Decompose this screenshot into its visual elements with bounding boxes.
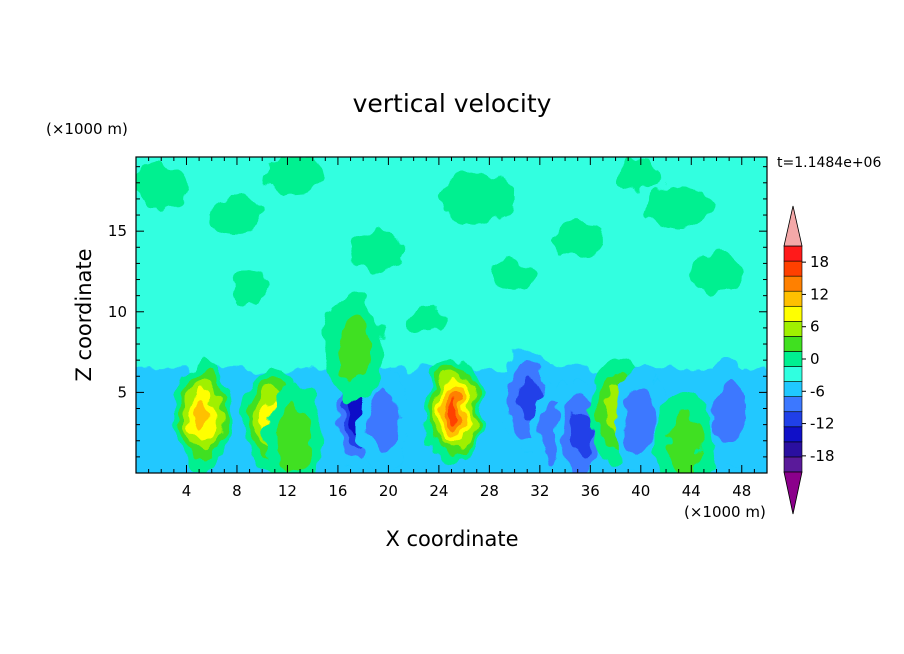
x-tick-label: 24: [429, 482, 448, 500]
chart-title: vertical velocity: [353, 89, 552, 118]
contour-band: [569, 410, 592, 458]
colorbar-under-arrow: [783, 471, 803, 515]
positive-patch: [230, 271, 269, 304]
x-tick-label: 40: [631, 482, 650, 500]
contour-band: [447, 400, 461, 423]
colorbar-band: [783, 260, 803, 277]
positive-patch: [262, 157, 326, 195]
positive-patch: [691, 252, 742, 291]
colorbar-band: [783, 366, 803, 382]
colorbar-band: [783, 290, 803, 307]
colorbar-tick-label: 0: [810, 350, 820, 368]
x-tick-label: 4: [182, 482, 192, 500]
colorbar-tick-label: -18: [810, 447, 835, 465]
positive-patch: [348, 231, 404, 270]
positive-patch: [491, 260, 538, 290]
contour-band: [625, 388, 657, 455]
x-tick-label: 36: [581, 482, 600, 500]
y-tick-label: 15: [108, 222, 127, 240]
contour-band: [194, 399, 212, 431]
colorbar-band: [783, 321, 803, 337]
positive-patch: [406, 306, 447, 333]
colorbar-band: [783, 441, 803, 458]
positive-patch: [438, 173, 515, 225]
y-axis-label: Z coordinate: [72, 248, 96, 381]
contour-band: [667, 411, 703, 473]
x-tick-label: 32: [530, 482, 549, 500]
positive-patch: [647, 184, 711, 230]
x-tick-label: 16: [328, 482, 347, 500]
contour-band: [713, 378, 745, 445]
x-tick-label: 28: [480, 482, 499, 500]
x-tick-label: 20: [379, 482, 398, 500]
colorbar-tick-label: 12: [810, 285, 829, 303]
x-tick-label: 12: [278, 482, 297, 500]
colorbar-over-arrow: [783, 205, 803, 247]
positive-patch: [552, 221, 603, 257]
y-tick-labels: 5 10 15: [108, 222, 127, 401]
contour-band: [367, 388, 399, 455]
y-unit-label: (×1000 m): [46, 120, 128, 138]
colorbar-band: [783, 411, 803, 428]
colorbar-tick-label: 6: [810, 318, 820, 336]
colorbar-band: [783, 456, 803, 473]
colorbar-tick-label: -6: [810, 382, 825, 400]
contour-band: [336, 316, 373, 382]
axis-ticks: [136, 157, 767, 473]
positive-patch: [615, 158, 667, 191]
colorbar-band: [783, 275, 803, 292]
y-tick-label: 10: [108, 303, 127, 321]
y-tick-label: 5: [117, 383, 127, 401]
colorbar-band: [783, 426, 803, 443]
colorbar-band: [783, 336, 803, 352]
x-axis-label: X coordinate: [385, 527, 518, 551]
x-tick-labels: 4 8 12 16 20 24 28 32 36 40 44 48: [182, 482, 752, 500]
colorbar-tick-label: 18: [810, 253, 829, 271]
contour-field: [136, 157, 767, 473]
x-tick-label: 8: [232, 482, 242, 500]
positive-patch: [136, 163, 189, 209]
contour-band: [275, 404, 312, 471]
x-tick-label: 44: [682, 482, 701, 500]
positive-patch: [211, 195, 263, 235]
time-label: t=1.1484e+06: [777, 155, 881, 171]
colorbar-band: [783, 381, 803, 397]
colorbar-band: [783, 245, 803, 262]
x-unit-label: (×1000 m): [684, 503, 766, 521]
colorbar-band: [783, 396, 803, 413]
colorbar: 18 12 6 0 -6 -12 -18: [783, 205, 835, 515]
contour-band: [516, 376, 539, 425]
colorbar-band: [783, 305, 803, 322]
x-tick-label: 48: [732, 482, 751, 500]
colorbar-tick-label: -12: [810, 415, 835, 433]
colorbar-band: [783, 351, 803, 367]
